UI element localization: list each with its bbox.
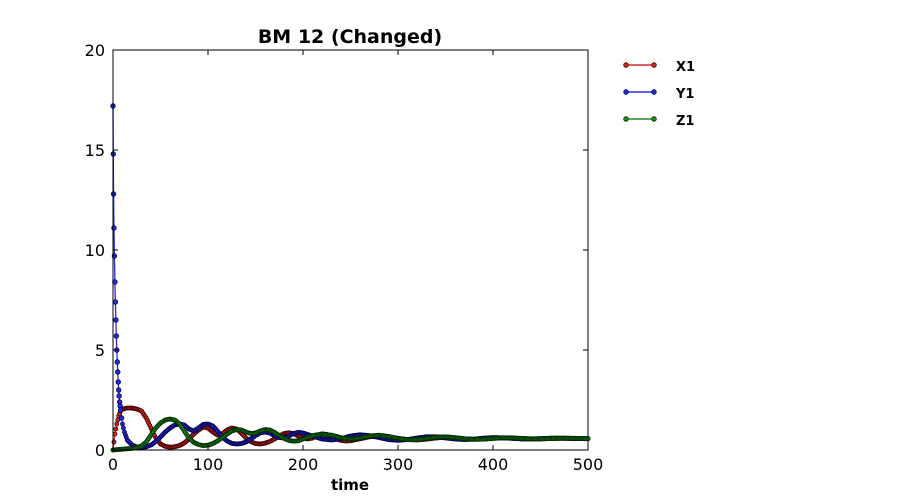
data-point-y1 [115,369,121,375]
data-point-y1 [111,225,117,231]
x-tick-label: 300 [383,455,414,474]
legend-marker-x1 [623,62,629,68]
data-point-y1 [121,425,126,431]
y-axis: 0 5 10 15 20 [85,41,588,460]
legend-marker-y1 [623,89,629,95]
legend-marker-x1 [651,62,657,68]
x-axis: 0 100 200 300 400 500 [108,50,603,474]
x-axis-label: time [331,476,369,494]
data-point-x1 [113,426,119,432]
x-tick-label: 0 [108,455,118,474]
data-point-y1 [116,393,122,399]
legend-marker-z1 [623,116,629,122]
data-point-y1 [113,317,119,323]
y-tick-label: 5 [95,341,105,360]
x-tick-label: 100 [193,455,224,474]
y-tick-label: 10 [85,241,105,260]
data-point-y1 [114,359,120,365]
y-tick-label: 0 [95,441,105,460]
data-point-y1 [113,333,120,339]
data-point-y1 [115,387,122,393]
legend-label-x1: X1 [676,60,695,75]
legend-label-z1: Z1 [676,114,694,129]
y-tick-label: 20 [85,41,105,60]
y-tick-label: 15 [85,141,105,160]
chart-title: BM 12 (Changed) [258,26,442,48]
legend-marker-y1 [651,89,657,95]
data-point-y1 [115,379,121,385]
data-point-y1 [120,421,125,427]
data-point-y1 [112,299,119,305]
x-tick-label: 500 [573,455,604,474]
x-tick-label: 200 [288,455,319,474]
legend-marker-z1 [651,116,657,122]
x-tick-label: 400 [478,455,509,474]
data-point-y1 [110,191,117,197]
data-point-y1 [118,415,125,421]
data-point-x1 [114,421,120,427]
legend-label-y1: Y1 [675,87,694,102]
data-point-y1 [117,407,124,413]
plot-markers-group [110,103,591,453]
legend: X1 Y1 Z1 [623,60,695,129]
